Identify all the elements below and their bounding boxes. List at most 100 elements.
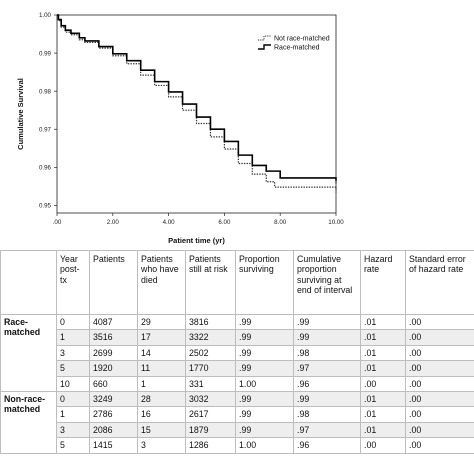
table-cell: 3249 [89, 391, 138, 408]
column-header: Year post-tx [56, 250, 90, 315]
table-cell: 14 [137, 344, 186, 362]
legend-label: Not race-matched [274, 36, 330, 43]
table-cell: .96 [293, 437, 361, 454]
x-tick-label: 2.00 [107, 219, 120, 226]
table-cell: 2699 [89, 344, 138, 362]
table-cell: .99 [235, 344, 294, 362]
group-label: Non-race-matched [0, 391, 57, 454]
table-cell: .97 [293, 421, 361, 439]
table-cell: 3816 [185, 313, 236, 331]
survival-chart: .00 2.00 4.00 6.00 8.00 10.00 0.95 0.96 0.97 0.98… [16, 12, 344, 245]
table-cell: .00 [405, 421, 474, 439]
table-cell: .00 [405, 437, 474, 454]
table-cell: .98 [293, 344, 361, 362]
table-cell: 1286 [185, 437, 236, 454]
table-cell: .99 [235, 313, 294, 331]
table-cell: 16 [137, 406, 186, 423]
x-tick-label: 8.00 [274, 219, 287, 226]
y-axis-title: Cumulative Survival [16, 78, 25, 150]
table-cell: .97 [293, 360, 361, 377]
table-cell: .00 [405, 360, 474, 377]
table-cell: .99 [235, 360, 294, 377]
table-cell: 1 [137, 375, 186, 393]
life-table: Year post-tx Patients Patients who have di… [0, 250, 474, 454]
table-cell: .00 [360, 375, 406, 393]
y-tick-label: 1.00 [39, 12, 52, 19]
legend-label: Race-matched [274, 45, 320, 52]
table-cell: 17 [137, 329, 186, 346]
table-cell: .98 [293, 406, 361, 423]
table-cell: 15 [137, 421, 186, 439]
table-row: 3 2086 15 1879.99.97.01.00 [1, 421, 474, 439]
table-row: Race-matched 0 4087 29 3816.99.99.01.00 [0, 313, 474, 393]
table-cell: .00 [405, 391, 474, 408]
series-line-race-matched [57, 14, 337, 181]
table-cell: .00 [405, 313, 474, 331]
table-cell: .01 [360, 329, 406, 346]
table-body: Race-matched 0 4087 29 3816.99.99.01.00 1 3516… [0, 313, 474, 454]
table-cell: .99 [235, 406, 294, 423]
table-cell: 1415 [89, 437, 138, 454]
table-cell: 2086 [89, 421, 138, 439]
table-cell: 28 [137, 391, 186, 408]
table-cell: .99 [235, 421, 294, 439]
legend: Not race-matched Race-matched [258, 35, 330, 52]
table-cell: .01 [360, 421, 406, 439]
table-cell: 4087 [89, 313, 138, 331]
axes [56, 14, 337, 214]
table-cell: 3 [56, 344, 90, 362]
table-cell: 2617 [185, 406, 236, 423]
table-cell: 2786 [89, 406, 138, 423]
table-cell: 0 [56, 391, 90, 408]
column-header: Proportion surviving [235, 250, 294, 315]
table-cell: 0 [56, 313, 90, 331]
table-cell: .00 [405, 329, 474, 346]
table-row: 10 660 1 331 1.00.96.00.00 [1, 375, 474, 393]
table-cell: .96 [293, 375, 361, 393]
y-tick-label: 0.96 [39, 165, 52, 172]
column-header [0, 250, 57, 315]
table-cell: .01 [360, 344, 406, 362]
table-cell: .01 [360, 391, 406, 408]
table-cell: 1 [56, 406, 90, 423]
table-cell: 3322 [185, 329, 236, 346]
table-row: Non-race-matched 0 3249 28 3032.99.99.01.00 [0, 391, 474, 454]
table-cell: 3516 [89, 329, 138, 346]
column-header: Standard error of hazard rate [405, 250, 474, 315]
table-row: 1 2786 16 2617.99.98.01.00 [1, 406, 474, 423]
table-cell: 1920 [89, 360, 138, 377]
table-cell: 1770 [185, 360, 236, 377]
table-row: 3 2699 14 2502.99.98.01.00 [1, 344, 474, 362]
table-row: 5 1415 3 1286 1.00.96.00.00 [1, 437, 474, 454]
group-label: Race-matched [0, 313, 57, 393]
table-cell: 29 [137, 313, 186, 331]
table-cell: .01 [360, 406, 406, 423]
column-header: Hazard rate [360, 250, 406, 315]
tick-labels: .00 2.00 4.00 6.00 8.00 10.00 0.95 0.96 0.97 0.98… [39, 12, 344, 226]
table-cell: .00 [405, 344, 474, 362]
column-header: Patients [89, 250, 138, 315]
column-header: Patients who have died [137, 250, 186, 315]
table-cell: .99 [293, 313, 361, 331]
x-tick-label: 10.00 [328, 219, 344, 226]
column-header: Patients still at risk [185, 250, 236, 315]
table-cell: 3 [137, 437, 186, 454]
legend-swatch [258, 35, 271, 41]
table-cell: 5 [56, 437, 90, 454]
y-tick-label: 0.99 [39, 50, 52, 57]
table-cell: .00 [360, 437, 406, 454]
table-header-row: Year post-tx Patients Patients who have di… [0, 250, 474, 315]
x-tick-label: 4.00 [163, 219, 176, 226]
table-cell: 11 [137, 360, 186, 377]
table-cell: 1 [56, 329, 90, 346]
table-cell: 1879 [185, 421, 236, 439]
survival-chart-svg: .00 2.00 4.00 6.00 8.00 10.00 0.95 0.96 0.97 0.98… [16, 12, 344, 245]
y-tick-label: 0.98 [39, 88, 52, 95]
x-axis-title: Patient time (yr) [168, 236, 225, 245]
y-tick-label: 0.97 [39, 126, 52, 133]
table-row: 1 3516 17 3322.99.99.01.00 [1, 329, 474, 346]
x-tick-label: 6.00 [218, 219, 231, 226]
column-header: Cumulative proportion surviving at end o… [293, 250, 361, 315]
table-cell: .00 [405, 406, 474, 423]
table-cell: 2502 [185, 344, 236, 362]
